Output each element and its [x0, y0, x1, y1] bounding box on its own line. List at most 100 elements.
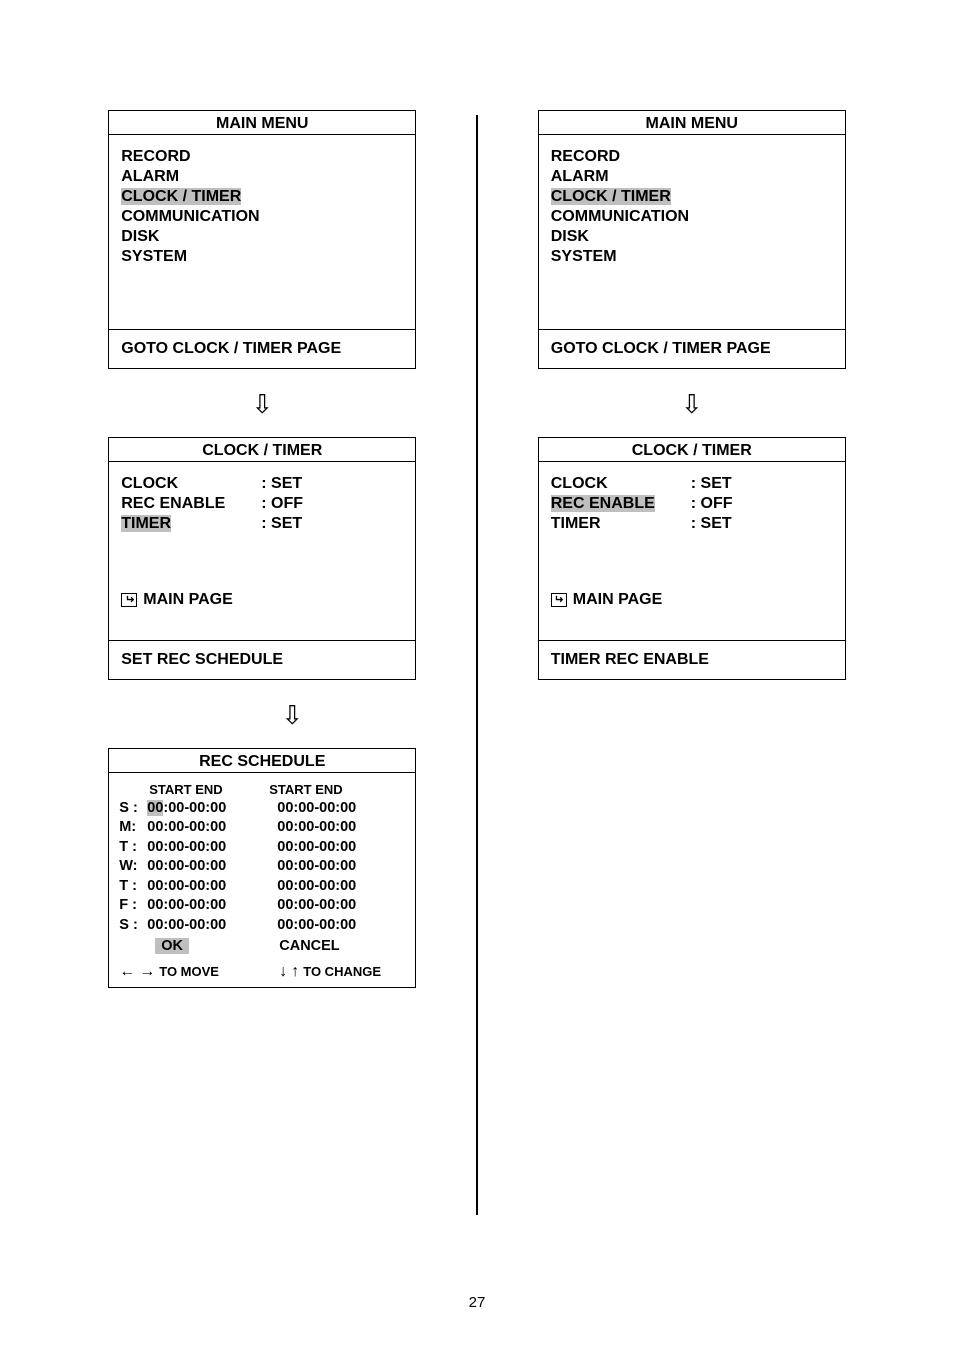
schedule-row[interactable]: S : 00:00-00:00 00:00-00:00: [119, 799, 405, 819]
down-arrow-icon: ⇩: [281, 702, 303, 728]
setting-label-selected: REC ENABLE: [551, 494, 691, 514]
rec-schedule-title: REC SCHEDULE: [109, 749, 415, 773]
clock-timer-footer: TIMER REC ENABLE: [539, 640, 845, 679]
main-menu-panel-left: MAIN MENU RECORD ALARM CLOCK / TIMER COM…: [108, 110, 416, 369]
cancel-button[interactable]: CANCEL: [279, 937, 399, 957]
main-menu-body: RECORD ALARM CLOCK / TIMER COMMUNICATION…: [109, 135, 415, 329]
setting-label-selected: TIMER: [121, 514, 261, 534]
setting-label: TIMER: [551, 514, 691, 534]
to-change-label: TO CHANGE: [303, 963, 381, 981]
rec-schedule-body: START END START END S : 00:00-00:00 00:0…: [109, 773, 415, 987]
setting-label: CLOCK: [121, 474, 261, 494]
menu-item-selected: CLOCK / TIMER: [551, 188, 671, 205]
menu-item[interactable]: SYSTEM: [121, 247, 403, 267]
setting-value: : SET: [691, 474, 732, 494]
menu-item[interactable]: CLOCK / TIMER: [121, 187, 403, 207]
main-page-label: MAIN PAGE: [573, 590, 662, 610]
time-range-2: 00:00-00:00: [277, 857, 397, 877]
main-page-label: MAIN PAGE: [143, 590, 232, 610]
schedule-row[interactable]: W: 00:00-00:00 00:00-00:00: [119, 857, 405, 877]
left-column: MAIN MENU RECORD ALARM CLOCK / TIMER COM…: [108, 110, 416, 1215]
day-label: T :: [119, 838, 147, 858]
page-number: 27: [0, 1294, 954, 1311]
setting-value: : SET: [261, 474, 302, 494]
return-icon: ↵: [121, 593, 137, 607]
setting-row[interactable]: REC ENABLE : OFF: [551, 494, 833, 514]
time-range-1: 00:00-00:00: [147, 857, 277, 877]
time-range-2: 00:00-00:00: [277, 877, 397, 897]
arrow-right-icon: →: [139, 964, 155, 980]
day-label: S :: [119, 799, 147, 819]
main-menu-title: MAIN MENU: [539, 111, 845, 135]
rec-schedule-panel: REC SCHEDULE START END START END S : 00:…: [108, 748, 416, 988]
setting-row[interactable]: REC ENABLE : OFF: [121, 494, 403, 514]
setting-value: : OFF: [691, 494, 733, 514]
main-menu-title: MAIN MENU: [109, 111, 415, 135]
menu-item[interactable]: DISK: [121, 227, 403, 247]
arrow-down-icon: ↓: [279, 964, 287, 980]
clock-timer-body: CLOCK : SET REC ENABLE : OFF TIMER : SET…: [539, 462, 845, 640]
menu-item[interactable]: ALARM: [551, 167, 833, 187]
day-label: S :: [119, 916, 147, 936]
main-page-link[interactable]: ↵ MAIN PAGE: [551, 590, 833, 610]
clock-timer-title: CLOCK / TIMER: [109, 438, 415, 462]
setting-row[interactable]: TIMER : SET: [551, 514, 833, 534]
main-menu-body: RECORD ALARM CLOCK / TIMER COMMUNICATION…: [539, 135, 845, 329]
day-label: M:: [119, 818, 147, 838]
ok-cancel-row: OK CANCEL: [119, 937, 405, 957]
menu-item[interactable]: RECORD: [121, 147, 403, 167]
ok-button[interactable]: OK: [155, 938, 189, 954]
menu-item[interactable]: ALARM: [121, 167, 403, 187]
header-startend-right: START END: [269, 781, 399, 799]
time-range-2: 00:00-00:00: [277, 896, 397, 916]
column-divider: [476, 115, 478, 1215]
time-selected: 00: [147, 800, 163, 816]
day-label: W:: [119, 857, 147, 877]
time-range-1: 00:00-00:00: [147, 896, 277, 916]
clock-timer-title: CLOCK / TIMER: [539, 438, 845, 462]
schedule-header: START END START END: [119, 781, 405, 799]
header-startend-left: START END: [149, 781, 269, 799]
right-column: MAIN MENU RECORD ALARM CLOCK / TIMER COM…: [538, 110, 846, 1215]
menu-item[interactable]: CLOCK / TIMER: [551, 187, 833, 207]
menu-item[interactable]: SYSTEM: [551, 247, 833, 267]
clock-timer-panel-left: CLOCK / TIMER CLOCK : SET REC ENABLE : O…: [108, 437, 416, 680]
setting-row[interactable]: CLOCK : SET: [121, 474, 403, 494]
schedule-row[interactable]: M: 00:00-00:00 00:00-00:00: [119, 818, 405, 838]
menu-item[interactable]: RECORD: [551, 147, 833, 167]
schedule-row[interactable]: T : 00:00-00:00 00:00-00:00: [119, 838, 405, 858]
clock-timer-footer: SET REC SCHEDULE: [109, 640, 415, 679]
time-range-1: 00:00-00:00: [147, 838, 277, 858]
arrow-up-icon: ↑: [291, 964, 299, 980]
main-menu-footer: GOTO CLOCK / TIMER PAGE: [539, 329, 845, 368]
time-range-2: 00:00-00:00: [277, 818, 397, 838]
menu-item[interactable]: COMMUNICATION: [551, 207, 833, 227]
day-label: F :: [119, 896, 147, 916]
schedule-row[interactable]: T : 00:00-00:00 00:00-00:00: [119, 877, 405, 897]
time-range-1: 00:00-00:00: [147, 916, 277, 936]
time-range-1: 00:00-00:00: [147, 877, 277, 897]
main-page-link[interactable]: ↵ MAIN PAGE: [121, 590, 403, 610]
page-columns: MAIN MENU RECORD ALARM CLOCK / TIMER COM…: [0, 0, 954, 1215]
setting-row[interactable]: TIMER : SET: [121, 514, 403, 534]
schedule-row[interactable]: S : 00:00-00:00 00:00-00:00: [119, 916, 405, 936]
arrow-left-icon: ←: [119, 964, 135, 980]
down-arrow-icon: ⇩: [681, 391, 703, 417]
main-menu-footer: GOTO CLOCK / TIMER PAGE: [109, 329, 415, 368]
down-arrow-icon: ⇩: [251, 391, 273, 417]
menu-item[interactable]: DISK: [551, 227, 833, 247]
setting-label: CLOCK: [551, 474, 691, 494]
setting-value: : OFF: [261, 494, 303, 514]
time-range-1: 00:00-00:00: [147, 818, 277, 838]
time-range-2: 00:00-00:00: [277, 916, 397, 936]
schedule-row[interactable]: F : 00:00-00:00 00:00-00:00: [119, 896, 405, 916]
time-range-2: 00:00-00:00: [277, 838, 397, 858]
setting-value: : SET: [261, 514, 302, 534]
to-move-label: TO MOVE: [159, 963, 219, 981]
return-icon: ↵: [551, 593, 567, 607]
clock-timer-body: CLOCK : SET REC ENABLE : OFF TIMER : SET…: [109, 462, 415, 640]
time-range-2: 00:00-00:00: [277, 799, 397, 819]
menu-item[interactable]: COMMUNICATION: [121, 207, 403, 227]
menu-item-selected: CLOCK / TIMER: [121, 188, 241, 205]
setting-row[interactable]: CLOCK : SET: [551, 474, 833, 494]
